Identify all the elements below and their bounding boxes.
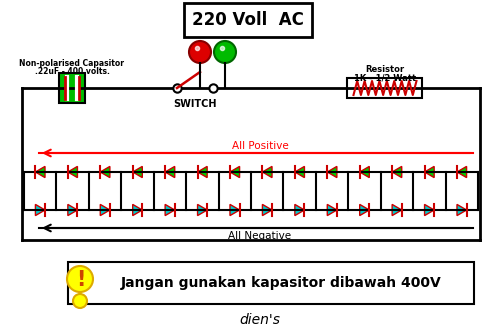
Polygon shape xyxy=(392,204,402,216)
Text: All Negative: All Negative xyxy=(228,231,292,241)
Polygon shape xyxy=(295,166,305,178)
Polygon shape xyxy=(165,204,175,216)
Polygon shape xyxy=(197,204,207,216)
Text: Resistor: Resistor xyxy=(365,65,405,74)
Polygon shape xyxy=(197,166,207,178)
Circle shape xyxy=(189,41,211,63)
Polygon shape xyxy=(68,166,78,178)
Bar xyxy=(348,78,422,98)
Circle shape xyxy=(67,266,93,292)
Polygon shape xyxy=(360,166,369,178)
Polygon shape xyxy=(424,166,434,178)
Polygon shape xyxy=(230,204,239,216)
Text: 1K - 1/2 Watt: 1K - 1/2 Watt xyxy=(354,73,416,82)
Polygon shape xyxy=(392,166,402,178)
Text: SWITCH: SWITCH xyxy=(173,99,217,109)
Polygon shape xyxy=(100,166,110,178)
Bar xyxy=(68,262,474,304)
Polygon shape xyxy=(457,204,466,216)
Text: !: ! xyxy=(76,270,86,290)
Text: All Positive: All Positive xyxy=(231,141,289,151)
Polygon shape xyxy=(36,204,45,216)
Polygon shape xyxy=(133,204,142,216)
Polygon shape xyxy=(457,166,466,178)
Polygon shape xyxy=(100,204,110,216)
Circle shape xyxy=(73,294,87,308)
Polygon shape xyxy=(165,166,175,178)
Polygon shape xyxy=(230,166,239,178)
Polygon shape xyxy=(133,166,142,178)
Polygon shape xyxy=(263,204,272,216)
Polygon shape xyxy=(327,204,337,216)
Circle shape xyxy=(214,41,236,63)
Polygon shape xyxy=(327,166,337,178)
Polygon shape xyxy=(360,204,369,216)
Text: Jangan gunakan kapasitor dibawah 400V: Jangan gunakan kapasitor dibawah 400V xyxy=(121,276,441,290)
Polygon shape xyxy=(295,204,305,216)
Polygon shape xyxy=(424,204,434,216)
Text: 220 Voll  AC: 220 Voll AC xyxy=(192,11,304,29)
Polygon shape xyxy=(36,166,45,178)
Polygon shape xyxy=(263,166,272,178)
Polygon shape xyxy=(68,204,78,216)
Text: Non-polarised Capasitor: Non-polarised Capasitor xyxy=(20,59,125,68)
Text: .22uF - 400 volts.: .22uF - 400 volts. xyxy=(35,67,109,76)
Bar xyxy=(59,73,85,103)
Text: dien's: dien's xyxy=(239,313,281,327)
